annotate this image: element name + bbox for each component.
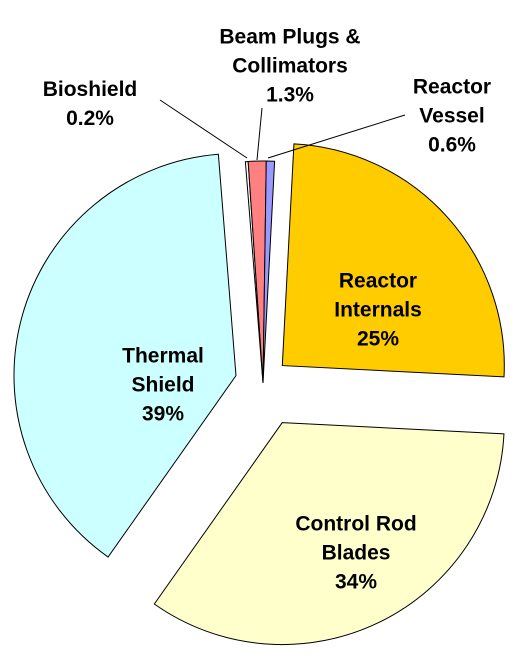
value-label: 0.6%: [428, 133, 476, 157]
slice-label: Reactor Vessel 0.6%: [397, 73, 507, 160]
pie-slice: [153, 422, 505, 646]
category-label: Beam Plugs & Collimators: [219, 25, 361, 78]
value-label: 39%: [141, 402, 185, 426]
value-label: 0.2%: [66, 107, 114, 130]
slice-label: Beam Plugs & Collimators 1.3%: [205, 23, 375, 110]
leader-line: [267, 114, 406, 159]
value-label: 1.3%: [266, 83, 314, 107]
slice-label: Thermal Shield 39%: [103, 342, 223, 429]
category-label: Reactor Vessel: [412, 75, 492, 128]
category-label: Thermal Shield: [122, 344, 204, 397]
leader-line: [256, 107, 263, 161]
pie-slice: [262, 160, 276, 384]
slice-label: Bioshield 0.2%: [25, 75, 155, 133]
slice-label: Reactor Internals 25%: [313, 267, 443, 354]
category-label: Reactor Internals: [334, 269, 422, 322]
leader-line: [159, 99, 248, 159]
pie-slice: [281, 143, 505, 378]
category-label: Control Rod Blades: [295, 512, 417, 565]
slice-label: Control Rod Blades 34%: [266, 510, 446, 597]
value-label: 34%: [334, 570, 378, 594]
pie-slice: [13, 153, 237, 558]
value-label: 25%: [356, 327, 400, 351]
category-label: Bioshield: [42, 78, 138, 101]
